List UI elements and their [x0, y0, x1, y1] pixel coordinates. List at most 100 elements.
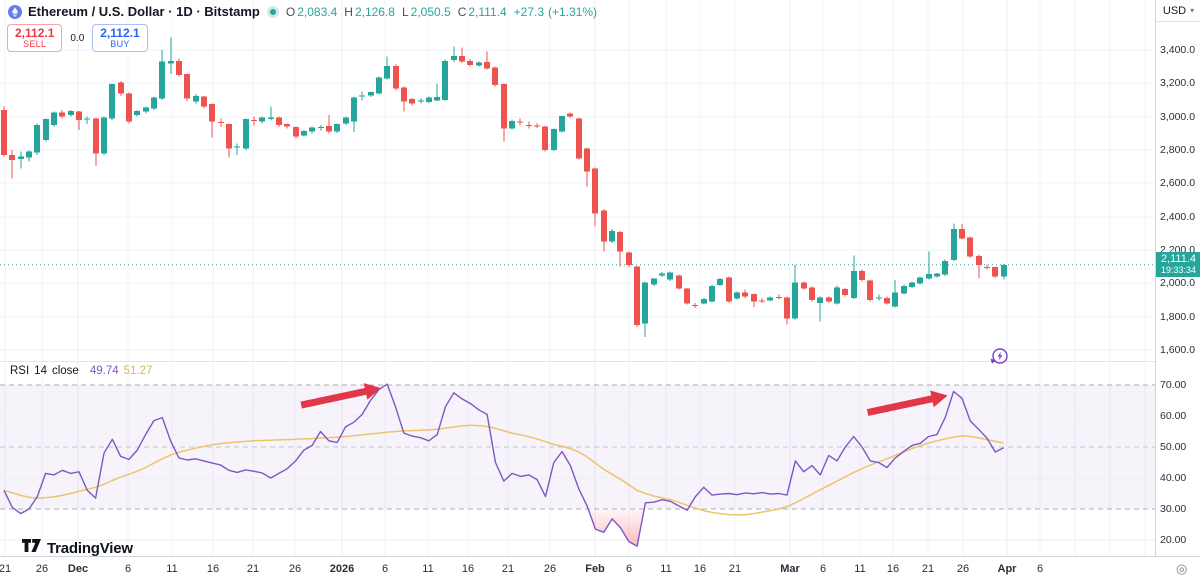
price-tick-label: 3,400.0 — [1160, 44, 1196, 56]
time-tick-label: 6 — [625, 563, 633, 575]
candle — [26, 151, 32, 158]
candle — [717, 279, 723, 285]
change-value: +27.3 — [513, 4, 545, 19]
candle — [343, 117, 349, 124]
rsi-indicator-header[interactable]: RSI 14 close 49.74 51.27 — [10, 365, 152, 377]
candle — [759, 300, 765, 302]
symbol-title[interactable]: Ethereum / U.S. Dollar · 1D · Bitstamp — [28, 4, 260, 19]
candle — [659, 273, 665, 276]
candle — [376, 77, 382, 94]
currency-label: USD — [1162, 4, 1187, 17]
candle — [359, 95, 365, 97]
candle — [209, 104, 215, 122]
tradingview-logo[interactable]: TradingView — [22, 539, 133, 558]
sell-button[interactable]: 2,112.1 SELL — [7, 24, 63, 53]
candle — [426, 97, 432, 102]
change-percent: (+1.31%) — [548, 4, 598, 19]
candle — [159, 61, 165, 99]
time-tick-label: 6 — [381, 563, 389, 575]
candle — [492, 67, 498, 85]
time-tick-label: 21 — [728, 563, 742, 575]
time-tick-label: 6 — [819, 563, 827, 575]
candle — [109, 84, 115, 119]
last-price-badge: 2,111.4 19:33:34 — [1156, 251, 1200, 277]
buy-button[interactable]: 2,112.1 BUY — [92, 24, 148, 53]
last-price-value: 2,111.4 — [1160, 252, 1197, 265]
candle — [984, 267, 990, 268]
candle — [259, 117, 265, 122]
price-tick-label: 2,800.0 — [1160, 144, 1196, 156]
candle — [501, 84, 507, 129]
price-tick-label: 3,200.0 — [1160, 77, 1196, 90]
candle — [84, 118, 90, 120]
candle — [767, 297, 773, 301]
axis-settings-icon[interactable]: ◎ — [1176, 561, 1188, 576]
price-tick-label: 1,800.0 — [1160, 310, 1196, 323]
candle — [418, 100, 424, 102]
rsi-value: 49.74 — [89, 365, 119, 377]
time-axis[interactable]: 21 26 Dec 6 11 16 21 26 2026 6 11 16 21 26 Feb 6 11 16 21 M… — [0, 556, 1200, 581]
candle — [667, 272, 673, 280]
candle — [309, 127, 315, 132]
market-status-icon[interactable] — [269, 8, 276, 15]
time-tick-label: 26 — [956, 563, 970, 575]
candle — [301, 130, 307, 136]
chart-canvas[interactable] — [0, 0, 1155, 556]
candle — [226, 124, 232, 149]
annotation-arrow[interactable] — [300, 383, 382, 409]
time-tick-label: 11 — [854, 563, 866, 575]
candle — [826, 297, 832, 302]
candle — [476, 62, 482, 66]
candle — [584, 148, 590, 172]
candle — [451, 55, 457, 60]
candle — [168, 60, 174, 64]
candle — [909, 282, 915, 287]
candle — [784, 297, 790, 319]
low-label: L — [401, 4, 409, 19]
candle — [567, 113, 573, 117]
candle — [992, 267, 998, 277]
candle — [776, 297, 782, 298]
price-tick-label: 2,000.0 — [1160, 277, 1196, 290]
candle — [251, 120, 257, 121]
chevron-down-icon: ▾ — [1190, 6, 1195, 15]
candle — [34, 125, 40, 153]
candle — [967, 237, 973, 257]
candle — [76, 111, 82, 120]
time-tick-label: 21 — [921, 563, 935, 575]
candle — [809, 287, 815, 300]
bar-countdown: 19:33:34 — [1160, 264, 1197, 275]
candle — [709, 285, 715, 302]
candle — [701, 299, 707, 304]
candle — [126, 93, 132, 122]
lightning-cursor-icon — [987, 346, 1011, 375]
time-tick-label: 2026 — [329, 563, 355, 575]
annotation-arrow[interactable] — [866, 390, 948, 416]
currency-selector[interactable]: USD ▾ — [1156, 0, 1200, 22]
time-tick-label: 6 — [124, 563, 132, 575]
rsi-tick-label: 40.00 — [1160, 472, 1187, 484]
time-tick-label: 21 — [501, 563, 515, 575]
price-axis[interactable]: USD ▾ 3,400.0 3,200.0 3,000.0 2,800.0 2,600.… — [1155, 0, 1200, 556]
time-tick-label: 11 — [422, 563, 434, 575]
high-label: H — [344, 4, 353, 19]
rsi-ma-line — [3, 424, 1004, 516]
candle — [551, 129, 557, 150]
time-tick-label: 11 — [660, 563, 672, 575]
time-tick-label: Feb — [585, 563, 605, 575]
candle — [176, 60, 182, 75]
candle — [384, 65, 390, 79]
candle — [559, 115, 565, 132]
buy-label: BUY — [110, 38, 130, 49]
time-tick-label: 6 — [1036, 563, 1044, 575]
candle — [318, 127, 324, 128]
candle — [409, 99, 415, 104]
price-tick-label: 2,400.0 — [1160, 210, 1196, 223]
candle — [959, 229, 965, 239]
candle — [218, 122, 224, 123]
candle — [1001, 264, 1007, 277]
open-label: O — [285, 4, 296, 19]
candle — [592, 168, 598, 214]
candle — [368, 92, 374, 96]
pane-separator[interactable] — [0, 361, 1200, 362]
